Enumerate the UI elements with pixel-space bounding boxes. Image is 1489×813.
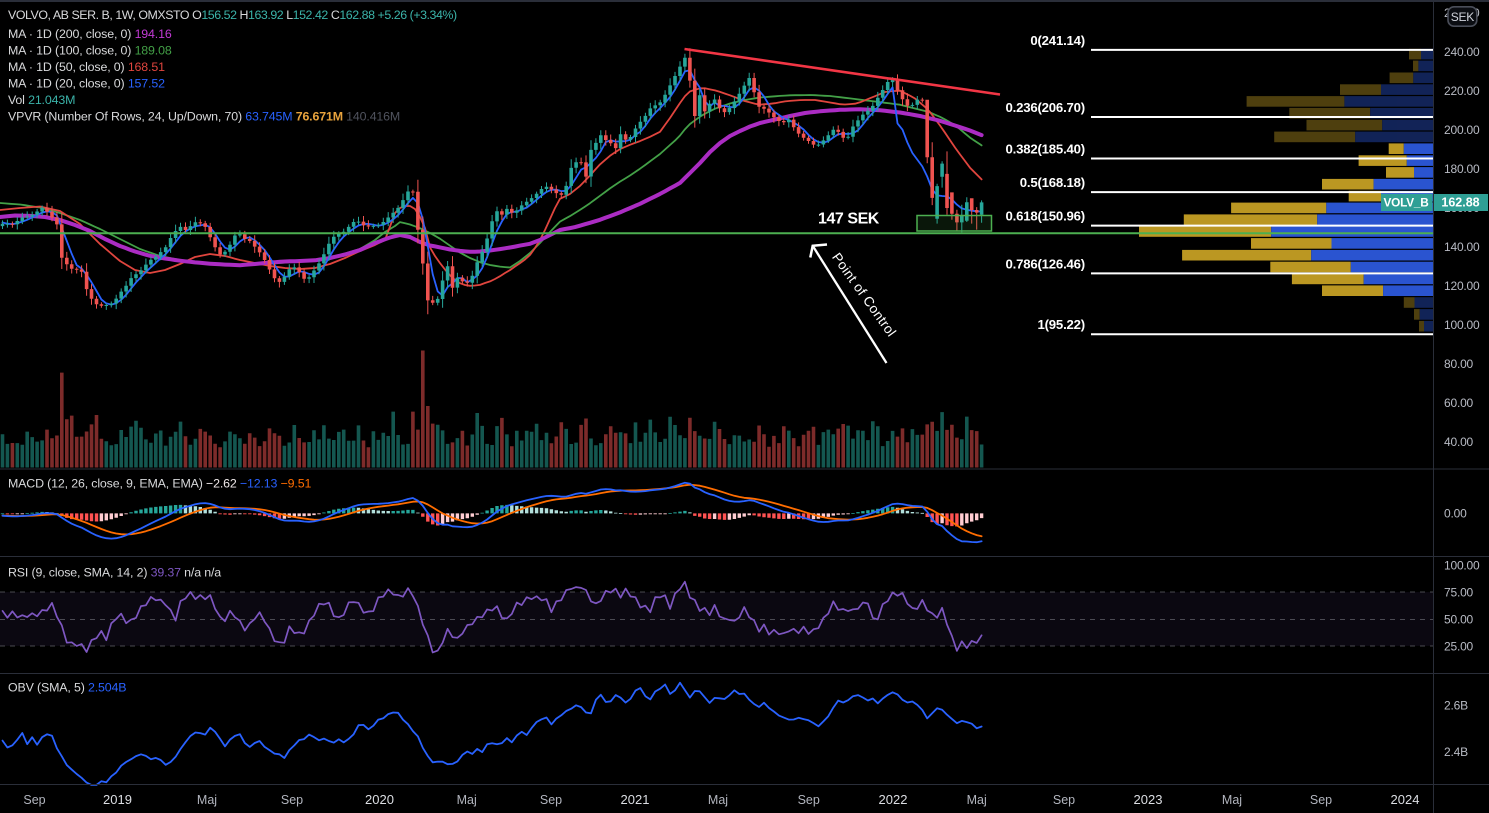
svg-text:Maj: Maj [1222,793,1242,807]
svg-text:2.6B: 2.6B [1444,698,1468,712]
svg-text:Vol 21.043M: Vol 21.043M [8,93,75,107]
svg-text:162.88: 162.88 [1441,196,1479,210]
svg-text:75.00: 75.00 [1444,586,1474,600]
svg-text:25.00: 25.00 [1444,640,1474,654]
svg-text:Sep: Sep [540,793,562,807]
svg-text:MA · 1D (200, close, 0) 194.1: MA · 1D (200, close, 0) 194.16 [8,27,172,41]
svg-text:0.618(150.96): 0.618(150.96) [1005,209,1085,224]
svg-text:0.5(168.18): 0.5(168.18) [1020,175,1085,190]
svg-text:2019: 2019 [103,792,132,807]
svg-text:Maj: Maj [967,793,987,807]
svg-text:0.786(126.46): 0.786(126.46) [1005,256,1085,271]
svg-text:50.00: 50.00 [1444,613,1474,627]
svg-text:220.00: 220.00 [1444,84,1480,98]
svg-text:200.00: 200.00 [1444,123,1480,137]
svg-text:Maj: Maj [708,793,728,807]
svg-text:0.00: 0.00 [1444,506,1467,520]
svg-text:MACD (12, 26, close, 9, EMA, E: MACD (12, 26, close, 9, EMA, EMA) −2.62 … [8,477,311,491]
svg-text:2.4B: 2.4B [1444,745,1468,759]
svg-text:VOLV_B: VOLV_B [1383,196,1428,210]
svg-text:Sep: Sep [1310,793,1332,807]
svg-text:Sep: Sep [281,793,303,807]
svg-text:40.00: 40.00 [1444,435,1474,449]
svg-text:0.236(206.70): 0.236(206.70) [1005,100,1085,115]
svg-text:2021: 2021 [621,792,650,807]
svg-text:SEK: SEK [1451,10,1475,24]
svg-text:2024: 2024 [1391,792,1420,807]
svg-text:0(241.14): 0(241.14) [1030,33,1085,48]
svg-text:240.00: 240.00 [1444,45,1480,59]
svg-text:100.00: 100.00 [1444,559,1480,573]
svg-text:1(95.22): 1(95.22) [1037,317,1085,332]
svg-text:MA · 1D (100, close, 0) 189.0: MA · 1D (100, close, 0) 189.08 [8,44,172,58]
svg-text:Sep: Sep [1053,793,1075,807]
svg-text:Sep: Sep [798,793,820,807]
svg-text:RSI (9, close, SMA, 14, 2) 39: RSI (9, close, SMA, 14, 2) 39.37 n/a n/a [8,566,221,580]
svg-text:100.00: 100.00 [1444,318,1480,332]
svg-text:2022: 2022 [879,792,908,807]
svg-text:OBV (SMA, 5) 2.504B: OBV (SMA, 5) 2.504B [8,681,126,695]
svg-text:VPVR (Number Of Rows, 24, Up/D: VPVR (Number Of Rows, 24, Up/Down, 70) 6… [8,110,400,124]
svg-text:2023: 2023 [1134,792,1163,807]
svg-text:80.00: 80.00 [1444,357,1474,371]
svg-text:120.00: 120.00 [1444,279,1480,293]
svg-text:Maj: Maj [197,793,217,807]
svg-text:0.382(185.40): 0.382(185.40) [1005,142,1085,157]
svg-text:147 SEK: 147 SEK [818,211,880,228]
svg-text:Sep: Sep [23,793,45,807]
svg-text:VOLVO, AB SER. B, 1W, OMXSTO: VOLVO, AB SER. B, 1W, OMXSTO O156.52 H16… [8,8,457,22]
svg-text:2020: 2020 [365,792,394,807]
svg-text:MA · 1D (50, close, 0) 168.51: MA · 1D (50, close, 0) 168.51 [8,60,165,74]
svg-text:180.00: 180.00 [1444,162,1480,176]
svg-text:MA · 1D (20, close, 0) 157.52: MA · 1D (20, close, 0) 157.52 [8,77,165,91]
svg-text:60.00: 60.00 [1444,396,1474,410]
svg-text:140.00: 140.00 [1444,240,1480,254]
svg-text:Maj: Maj [457,793,477,807]
